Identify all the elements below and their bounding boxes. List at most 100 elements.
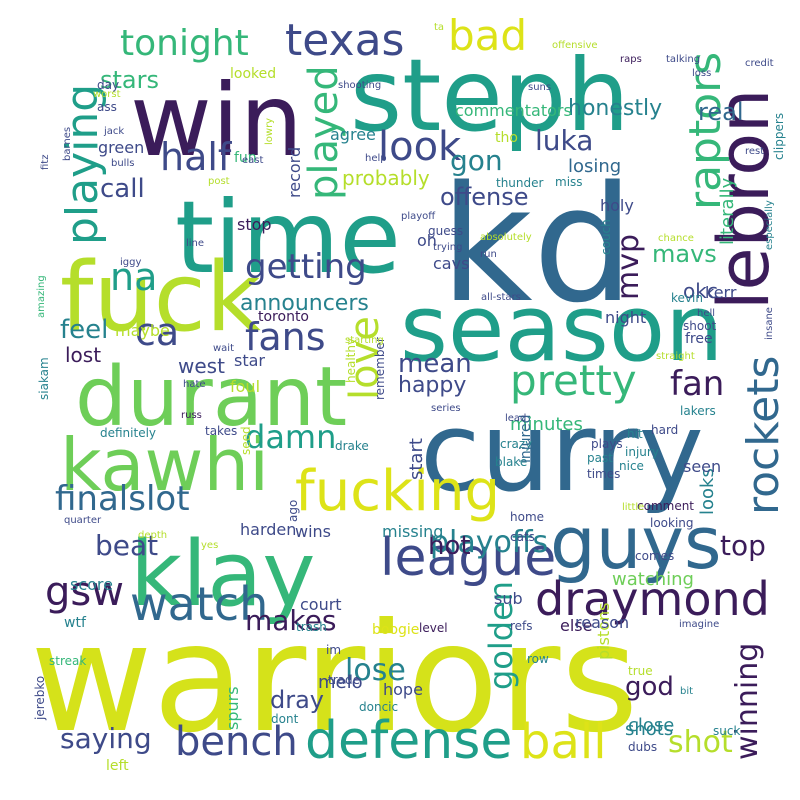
word-comes: comes — [635, 549, 674, 563]
word-golden: golden — [482, 581, 520, 690]
word-stars: stars — [100, 66, 159, 94]
word-gon: gon — [450, 144, 503, 177]
word-damn: damn — [245, 418, 336, 456]
word-lebron: lebron — [703, 89, 785, 310]
word-series: series — [431, 403, 461, 414]
word-happy: happy — [398, 373, 466, 398]
word-gsw: gsw — [45, 569, 124, 615]
word-foul: foul — [230, 377, 260, 396]
word-little: little — [622, 502, 644, 513]
word-run: run — [480, 249, 497, 260]
word-dont: dont — [271, 712, 299, 726]
word-looked: looked — [230, 66, 276, 82]
word-feel: feel — [60, 315, 108, 345]
word-playoff: playoff — [401, 211, 436, 222]
word-comment: comment — [637, 499, 694, 513]
word-watching: watching — [612, 569, 694, 590]
word-time: time — [175, 179, 401, 296]
word-finalslot: finalslot — [55, 479, 190, 519]
word-night: night — [605, 308, 646, 327]
word-stop: stop — [237, 215, 272, 234]
word-top: top — [720, 529, 766, 562]
word-row: row — [527, 652, 549, 666]
word-ca: ca — [135, 310, 179, 354]
word-doncic: doncic — [359, 700, 398, 714]
word-tho: tho — [495, 130, 518, 146]
word-warriors: warriors — [30, 592, 639, 766]
word-streak: streak — [49, 654, 86, 668]
word-close: close — [628, 715, 674, 736]
word-past: past — [587, 451, 613, 465]
word-suns: suns — [528, 82, 551, 93]
word-russ: russ — [181, 410, 202, 421]
word-especially: especially — [764, 200, 775, 250]
word-win: win — [130, 62, 303, 179]
word-oh: oh — [417, 231, 437, 250]
word-tonight: tonight — [120, 23, 249, 64]
word-hate: hate — [183, 379, 206, 390]
word-healthy: healthy — [344, 338, 358, 383]
word-minutes: minutes — [510, 414, 583, 435]
word-rockets: rockets — [738, 356, 789, 515]
word-depth: depth — [138, 530, 167, 541]
word-fan: fan — [670, 364, 724, 404]
word-trade: trade — [328, 673, 360, 687]
word-start: start — [406, 438, 427, 480]
word-remember: remember — [373, 337, 387, 400]
word-call: call — [100, 174, 145, 204]
word-league: league — [380, 528, 556, 588]
word-wins: wins — [295, 522, 331, 541]
word-kawhi: kawhi — [60, 423, 269, 507]
word-west: west — [178, 354, 225, 378]
word-nice: nice — [619, 459, 644, 473]
word-free: free — [685, 331, 713, 347]
word-lakers: lakers — [680, 404, 716, 418]
word-fuck: fuck — [60, 243, 261, 353]
word-sub: sub — [494, 589, 523, 608]
word-rest: rest — [745, 146, 764, 157]
word-kevin: kevin — [671, 291, 703, 305]
word-hot: hot — [428, 531, 471, 561]
word-luka: luka — [535, 124, 593, 157]
word-literally: literally — [717, 177, 738, 245]
word-cats: cats — [510, 530, 535, 544]
word-amazing: amazing — [36, 275, 47, 318]
word-ball: ball — [520, 714, 607, 770]
word-offensive: offensive — [552, 40, 598, 51]
word-seed: seed — [239, 426, 253, 455]
word-green: green — [98, 138, 144, 157]
word-shots: shots — [625, 719, 673, 740]
word-mavs: mavs — [652, 240, 717, 268]
word-bulls: bulls — [111, 158, 134, 169]
word-kd: kd — [440, 151, 634, 338]
word-announcers: announcers — [240, 291, 369, 316]
word-playoffs: playoffs — [430, 525, 548, 560]
word-line: line — [186, 238, 204, 249]
word-beat: beat — [95, 529, 158, 562]
word-toronto: toronto — [258, 309, 309, 325]
word-hope: hope — [383, 680, 423, 699]
word-home: home — [510, 510, 544, 524]
word-losing: losing — [568, 156, 621, 177]
word-insane: insane — [764, 307, 775, 340]
word-raps: raps — [620, 54, 642, 65]
word-shot: shot — [668, 725, 733, 760]
word-played: played — [301, 65, 347, 200]
word-cavs: cavs — [433, 254, 469, 273]
word-okc: okc — [683, 279, 718, 303]
word-record: record — [285, 147, 304, 198]
word-mean: mean — [398, 349, 472, 379]
word-klay: klay — [130, 522, 316, 627]
word-lead: lead — [505, 413, 526, 424]
word-day: day — [97, 78, 119, 92]
word-pretty: pretty — [510, 356, 637, 405]
word-playing: playing — [57, 84, 108, 245]
word-seen: seen — [683, 457, 721, 476]
word-look: look — [378, 124, 462, 170]
word-looking: looking — [650, 516, 694, 530]
word-clippers: clippers — [772, 113, 786, 160]
word-maybe: maybe — [115, 321, 170, 340]
word-shooting: shooting — [338, 80, 381, 91]
word-blake: blake — [495, 455, 527, 469]
